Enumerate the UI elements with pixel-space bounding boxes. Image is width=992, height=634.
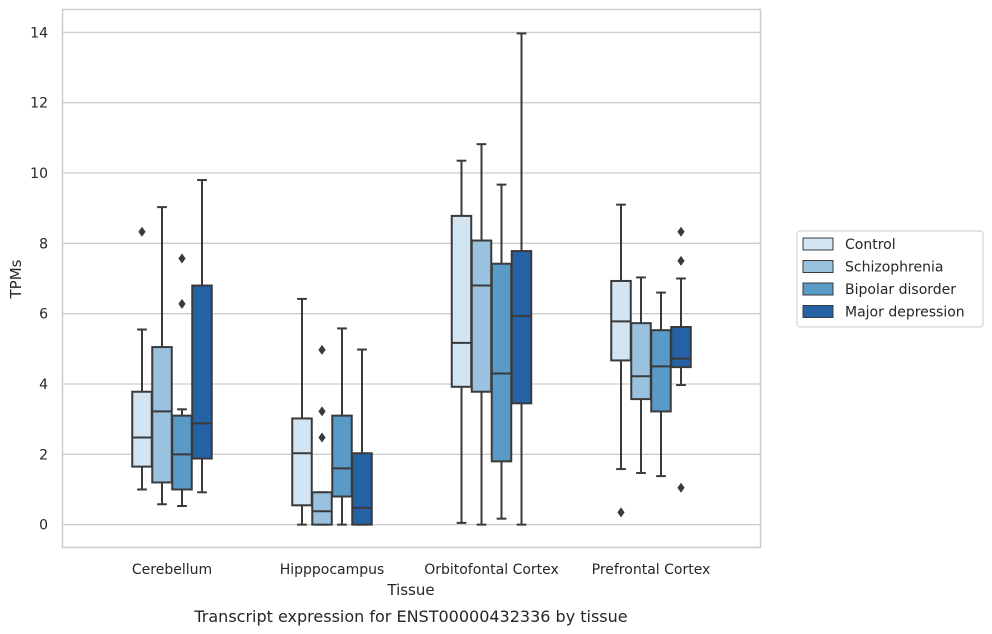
outlier-point xyxy=(138,226,146,237)
box-iqr xyxy=(191,284,213,460)
legend-label: Major depression xyxy=(845,305,965,321)
legend-swatch xyxy=(802,260,834,273)
box-group xyxy=(311,344,333,526)
y-tick-label: 14 xyxy=(30,25,48,41)
chart-caption: Transcript expression for ENST0000043233… xyxy=(193,607,627,626)
legend-label: Schizophrenia xyxy=(845,260,943,276)
box-group xyxy=(510,32,533,526)
x-tick-label: Orbitofontal Cortex xyxy=(424,562,559,578)
box-group xyxy=(670,226,692,493)
outlier-point xyxy=(677,255,685,266)
box-group xyxy=(131,226,153,491)
box-iqr xyxy=(450,214,473,388)
legend-label: Bipolar disorder xyxy=(845,282,956,298)
box-iqr xyxy=(151,346,173,484)
box-group xyxy=(610,203,632,518)
y-tick-labels: 0 2 4 6 8 10 12 14 xyxy=(30,25,48,533)
box-iqr xyxy=(650,329,672,413)
x-tick-label: Cerebellum xyxy=(132,562,212,578)
box-iqr xyxy=(670,326,692,369)
outlier-point xyxy=(677,226,685,237)
box-iqr xyxy=(311,491,333,526)
x-axis-label: Tissue xyxy=(386,581,434,599)
x-tick-label: Hipppocampus xyxy=(280,562,385,578)
y-axis-label: TPMs xyxy=(7,259,25,299)
box-iqr xyxy=(470,239,493,393)
box-group xyxy=(650,291,672,478)
box-iqr xyxy=(331,414,353,498)
y-tick-label: 6 xyxy=(39,307,48,323)
outlier-point xyxy=(318,432,326,443)
y-tick-label: 8 xyxy=(39,236,48,252)
box-group xyxy=(351,348,373,526)
box-iqr xyxy=(291,417,313,507)
y-tick-label: 12 xyxy=(30,96,48,112)
legend-swatch xyxy=(802,305,834,318)
box-iqr xyxy=(131,390,153,468)
legend-frame xyxy=(796,230,984,328)
box-series xyxy=(131,32,692,526)
box-group xyxy=(331,327,353,526)
legend-swatch xyxy=(802,282,834,296)
outlier-point xyxy=(178,253,186,264)
box-group xyxy=(191,179,213,494)
box-group xyxy=(490,183,513,520)
y-tick-label: 10 xyxy=(30,166,48,182)
x-tick-labels: Cerebellum Hipppocampus Orbitofontal Corte… xyxy=(132,562,710,578)
box-iqr xyxy=(630,322,652,401)
plot-frame xyxy=(61,8,762,549)
y-tick-label: 2 xyxy=(39,447,48,463)
box-iqr xyxy=(490,262,513,463)
box-iqr xyxy=(171,414,193,491)
outlier-point xyxy=(318,406,326,417)
box-iqr xyxy=(510,250,533,405)
y-tick-label: 0 xyxy=(39,518,48,534)
x-tick-label: Prefrontal Cortex xyxy=(592,562,711,578)
box-group xyxy=(470,143,493,526)
box-group xyxy=(630,276,652,474)
legend-swatch xyxy=(802,237,834,251)
box-group xyxy=(291,297,313,526)
outlier-point xyxy=(617,507,625,518)
legend: Control Schizophrenia Bipolar disorder Majo… xyxy=(796,230,984,328)
outlier-point xyxy=(178,298,186,309)
box-iqr xyxy=(351,452,373,526)
y-tick-label: 4 xyxy=(39,377,48,393)
box-group xyxy=(151,206,173,506)
outlier-point xyxy=(677,482,685,493)
legend-label: Control xyxy=(845,237,896,253)
outlier-point xyxy=(318,344,326,355)
